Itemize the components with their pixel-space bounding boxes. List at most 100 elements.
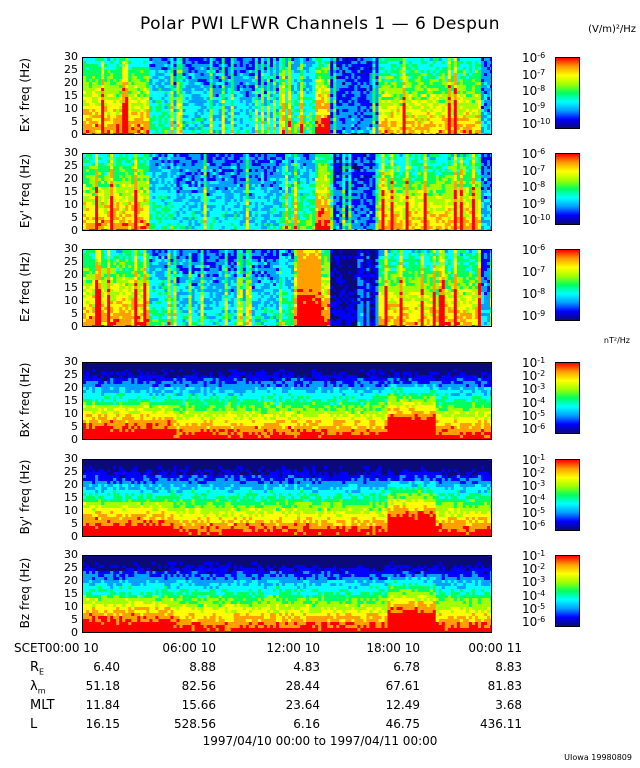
spectrogram-cell [128, 157, 132, 161]
spectrogram-cell [203, 217, 207, 221]
spectrogram-cell [143, 112, 147, 116]
spectrogram-cell [191, 94, 195, 98]
spectrogram-cell [465, 115, 470, 119]
spectrogram-cell [143, 118, 147, 122]
spectrogram-cell [266, 82, 271, 86]
spectrogram-cell [336, 73, 340, 77]
spectrogram-cell [143, 73, 147, 77]
spectrogram-cell [405, 70, 409, 74]
spectrogram-cell [209, 106, 214, 110]
spectrogram-cell [354, 67, 358, 71]
spectrogram-cell [483, 85, 488, 89]
spectrogram-cell [402, 79, 406, 83]
spectrogram-cell [303, 124, 307, 128]
spectrogram-cell [110, 229, 114, 230]
spectrogram-cell [480, 121, 485, 125]
spectrogram-cell [297, 73, 301, 77]
spectrogram-cell [140, 205, 144, 209]
spectrogram-cell [200, 196, 204, 200]
spectrogram-cell [152, 220, 156, 224]
spectrogram-cell [278, 106, 283, 110]
spectrogram-cell [480, 100, 485, 104]
spectrogram-cell [185, 100, 189, 104]
spectrogram-cell [242, 190, 247, 194]
spectrogram-cell [465, 100, 470, 104]
spectrogram-cell [122, 124, 126, 128]
spectrogram-cell [224, 160, 229, 164]
spectrogram-cell [336, 70, 340, 74]
spectrogram-cell [155, 85, 159, 89]
spectrogram-cell [170, 229, 174, 230]
spectrogram-cell [134, 181, 138, 185]
spectrogram-cell [387, 91, 391, 95]
spectrogram-cell [197, 124, 201, 128]
spectrogram-cell [477, 127, 482, 131]
spectrogram-cell [471, 94, 476, 98]
spectrogram-cell [351, 100, 355, 104]
spectrogram-cell [149, 229, 153, 230]
spectrogram-cell [137, 79, 141, 83]
spectrogram-cell [194, 217, 198, 221]
spectrogram-cell [399, 127, 403, 131]
spectrogram-cell [101, 127, 105, 131]
spectrogram-cell [278, 94, 283, 98]
spectrogram-cell [402, 85, 406, 89]
spectrogram-cell [155, 112, 159, 116]
spectrogram-cell [173, 166, 177, 170]
spectrogram-cell [372, 127, 376, 131]
spectrogram-cell [110, 112, 114, 116]
spectrogram-cell [164, 124, 168, 128]
spectrogram-cell [155, 70, 159, 74]
spectrogram-cell [119, 91, 123, 95]
spectrogram-cell [369, 64, 373, 68]
spectrogram-cell [266, 97, 271, 101]
spectrogram-cell [426, 97, 431, 101]
spectrogram-cell [435, 61, 440, 65]
spectrogram-cell [215, 106, 220, 110]
spectrogram-cell [417, 67, 422, 71]
spectrogram-cell [83, 160, 87, 164]
spectrogram-cell [164, 202, 168, 206]
spectrogram-cell [149, 70, 153, 74]
spectrogram-cell [468, 109, 473, 113]
spectrogram-cell [194, 103, 198, 107]
spectrogram-cell [375, 112, 379, 116]
spectrogram-cell [242, 76, 247, 80]
spectrogram-cell [360, 127, 364, 131]
spectrogram-cell [366, 94, 370, 98]
spectrogram-cell [197, 199, 201, 203]
spectrogram-cell [486, 64, 491, 68]
spectrogram-cell [396, 124, 400, 128]
spectrogram-cell [435, 67, 440, 71]
spectrogram-cell [167, 157, 171, 161]
spectrogram-cell [119, 157, 123, 161]
spectrogram-cell [152, 76, 156, 80]
spectrogram-cell [137, 82, 141, 86]
spectrogram-cell [468, 130, 473, 134]
spectrogram-cell [453, 97, 458, 101]
spectrogram-cell [173, 202, 177, 206]
spectrogram-cell [318, 94, 322, 98]
spectrogram-cell [294, 130, 298, 134]
spectrogram-cell [155, 163, 159, 167]
spectrogram-cell [179, 115, 183, 119]
spectrogram-cell [483, 79, 488, 83]
spectrogram-cell [450, 121, 455, 125]
spectrogram-cell [236, 70, 241, 74]
spectrogram-cell [221, 163, 226, 167]
spectrogram-cell [134, 166, 138, 170]
spectrogram-cell [245, 157, 250, 161]
spectrogram-cell [477, 58, 482, 62]
spectrogram-cell [489, 100, 491, 104]
spectrogram-cell [203, 73, 207, 77]
spectrogram-cell [143, 157, 147, 161]
spectrogram-cell [134, 223, 138, 227]
spectrogram-cell [128, 154, 132, 158]
spectrogram-cell [107, 166, 111, 170]
spectrogram-cell [384, 112, 388, 116]
spectrogram-cell [155, 226, 159, 230]
spectrogram-cell [363, 88, 367, 92]
spectrogram-cell [95, 88, 99, 92]
spectrogram-cell [185, 214, 189, 218]
spectrogram-cell [212, 220, 217, 224]
